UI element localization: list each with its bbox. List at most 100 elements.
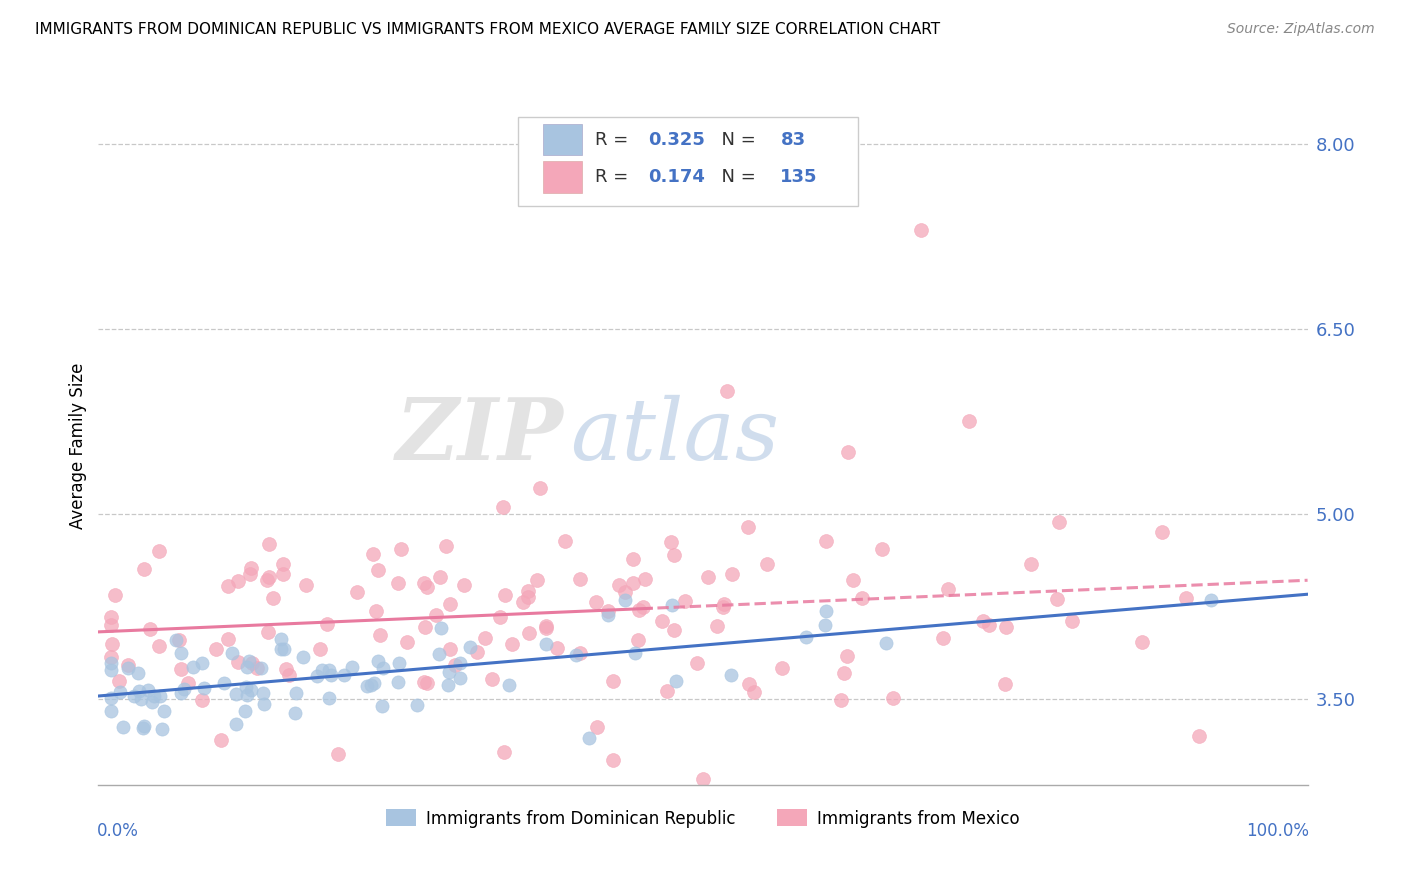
Point — [240, 561, 263, 575]
Point — [148, 639, 170, 653]
Point — [371, 699, 394, 714]
Text: 83: 83 — [780, 130, 806, 149]
Point — [270, 642, 292, 657]
Point — [257, 537, 280, 551]
Point — [665, 673, 688, 688]
Text: R =: R = — [595, 130, 634, 149]
Point — [309, 642, 332, 657]
Point — [596, 608, 619, 623]
Point — [564, 648, 586, 662]
Point — [387, 575, 409, 590]
Point — [512, 594, 534, 608]
Point — [364, 604, 387, 618]
Point — [319, 668, 342, 682]
Point — [117, 661, 139, 675]
Point — [225, 687, 247, 701]
Point — [614, 584, 637, 599]
Point — [686, 656, 709, 670]
Point — [830, 693, 852, 707]
Point — [270, 632, 292, 646]
Point — [621, 552, 644, 566]
Point — [837, 445, 859, 459]
Point — [536, 618, 558, 632]
Point — [501, 637, 523, 651]
Point — [209, 732, 232, 747]
Point — [396, 635, 419, 649]
Point — [529, 482, 551, 496]
Point — [318, 690, 340, 705]
Point — [257, 569, 280, 583]
Point — [240, 683, 263, 698]
Point — [427, 647, 450, 661]
Point — [225, 717, 247, 731]
Point — [458, 640, 481, 655]
Point — [152, 704, 174, 718]
Point — [238, 654, 260, 668]
Text: 0.0%: 0.0% — [97, 822, 139, 840]
Point — [100, 663, 122, 677]
Point — [692, 772, 714, 786]
Point — [1130, 635, 1153, 649]
Point — [430, 621, 453, 635]
Point — [437, 678, 460, 692]
Point — [664, 623, 686, 637]
Point — [1174, 591, 1197, 606]
Point — [738, 677, 761, 691]
Text: 0.174: 0.174 — [648, 168, 706, 186]
Point — [167, 632, 190, 647]
Point — [835, 648, 858, 663]
Point — [284, 706, 307, 721]
Point — [367, 654, 389, 668]
Point — [134, 562, 156, 576]
Point — [170, 662, 193, 676]
Point — [628, 603, 651, 617]
Point — [578, 731, 600, 746]
Point — [191, 693, 214, 707]
Point — [226, 574, 249, 588]
Point — [122, 689, 145, 703]
Point — [742, 685, 765, 699]
Text: atlas: atlas — [569, 394, 779, 477]
Point — [139, 622, 162, 636]
Point — [661, 598, 683, 612]
Point — [416, 676, 439, 690]
Point — [389, 541, 412, 556]
Point — [465, 645, 488, 659]
Point — [173, 681, 195, 696]
Point — [434, 540, 457, 554]
Point — [373, 661, 395, 675]
Point — [623, 576, 645, 591]
Point — [720, 567, 742, 582]
Point — [1188, 729, 1211, 743]
Point — [713, 599, 735, 614]
Point — [236, 689, 259, 703]
Point — [607, 578, 630, 592]
Point — [181, 659, 204, 673]
Point — [568, 646, 591, 660]
Point — [257, 625, 280, 640]
Point — [100, 657, 122, 671]
Point — [1019, 557, 1042, 571]
Point — [546, 641, 568, 656]
Point — [851, 591, 873, 606]
Point — [346, 585, 368, 599]
Point — [256, 574, 278, 588]
Point — [875, 636, 897, 650]
Point — [814, 534, 837, 549]
Point — [425, 608, 447, 623]
Point — [412, 575, 434, 590]
Point — [333, 668, 356, 682]
Point — [936, 582, 959, 597]
Point — [190, 656, 212, 670]
FancyBboxPatch shape — [543, 161, 582, 193]
Point — [627, 632, 650, 647]
Legend: Immigrants from Dominican Republic, Immigrants from Mexico: Immigrants from Dominican Republic, Immi… — [380, 803, 1026, 834]
Point — [1199, 593, 1222, 607]
Point — [498, 678, 520, 692]
Point — [662, 548, 685, 562]
Point — [870, 541, 893, 556]
Point — [602, 753, 624, 767]
Point — [474, 632, 496, 646]
Point — [170, 686, 193, 700]
Point — [217, 579, 239, 593]
